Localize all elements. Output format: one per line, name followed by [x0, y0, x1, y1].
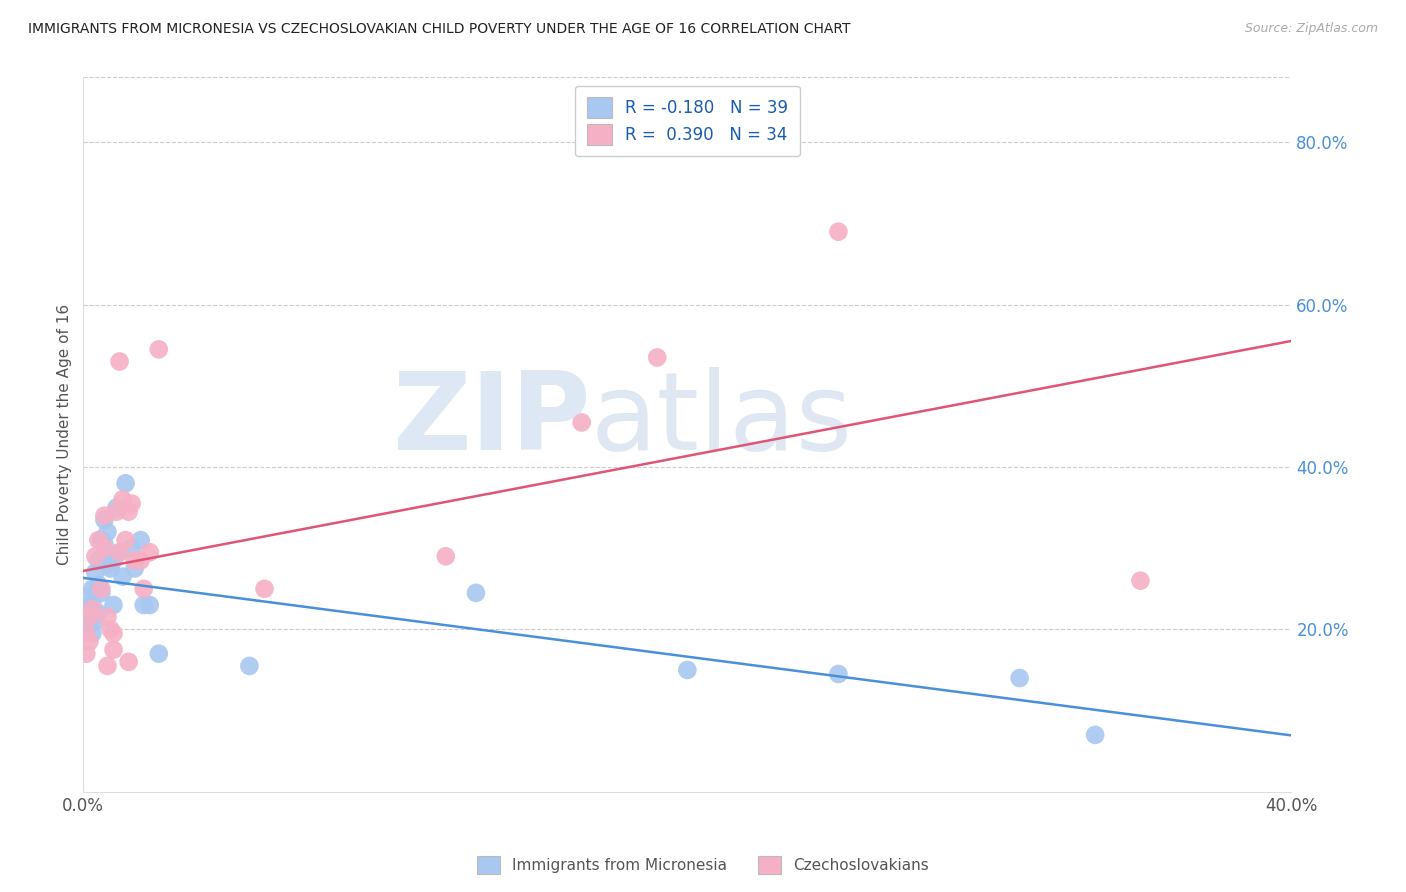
Point	[93, 508, 115, 523]
Text: IMMIGRANTS FROM MICRONESIA VS CZECHOSLOVAKIAN CHILD POVERTY UNDER THE AGE OF 16 : IMMIGRANTS FROM MICRONESIA VS CZECHOSLOV…	[28, 22, 851, 37]
Point	[111, 492, 134, 507]
Point	[129, 533, 152, 547]
Point	[571, 416, 593, 430]
Point	[238, 659, 260, 673]
Point	[103, 642, 125, 657]
Point	[827, 667, 849, 681]
Point	[84, 614, 107, 628]
Legend: Immigrants from Micronesia, Czechoslovakians: Immigrants from Micronesia, Czechoslovak…	[471, 850, 935, 880]
Point	[465, 586, 488, 600]
Point	[90, 586, 112, 600]
Point	[93, 541, 115, 556]
Point	[100, 623, 122, 637]
Point	[117, 655, 139, 669]
Point	[124, 561, 146, 575]
Point	[93, 537, 115, 551]
Point	[121, 541, 143, 556]
Point	[87, 606, 110, 620]
Point	[139, 545, 162, 559]
Point	[82, 602, 104, 616]
Point	[96, 659, 118, 673]
Point	[132, 598, 155, 612]
Point	[87, 533, 110, 547]
Point	[108, 545, 131, 559]
Point	[121, 497, 143, 511]
Point	[93, 513, 115, 527]
Point	[90, 582, 112, 596]
Point	[103, 553, 125, 567]
Point	[75, 626, 97, 640]
Point	[1008, 671, 1031, 685]
Text: ZIP: ZIP	[392, 368, 591, 474]
Point	[75, 610, 97, 624]
Point	[132, 582, 155, 596]
Point	[87, 553, 110, 567]
Point	[434, 549, 457, 564]
Point	[148, 647, 170, 661]
Point	[82, 598, 104, 612]
Point	[139, 598, 162, 612]
Point	[108, 354, 131, 368]
Point	[103, 626, 125, 640]
Point	[129, 553, 152, 567]
Point	[96, 524, 118, 539]
Point	[114, 533, 136, 547]
Point	[1084, 728, 1107, 742]
Point	[676, 663, 699, 677]
Point	[90, 533, 112, 547]
Point	[79, 590, 101, 604]
Point	[114, 476, 136, 491]
Point	[75, 623, 97, 637]
Point	[82, 626, 104, 640]
Point	[111, 569, 134, 583]
Point	[79, 618, 101, 632]
Point	[75, 647, 97, 661]
Point	[100, 561, 122, 575]
Point	[645, 351, 668, 365]
Point	[84, 566, 107, 580]
Point	[253, 582, 276, 596]
Point	[96, 610, 118, 624]
Point	[827, 225, 849, 239]
Point	[84, 549, 107, 564]
Point	[75, 602, 97, 616]
Point	[79, 606, 101, 620]
Text: Source: ZipAtlas.com: Source: ZipAtlas.com	[1244, 22, 1378, 36]
Point	[96, 558, 118, 572]
Point	[124, 553, 146, 567]
Point	[108, 545, 131, 559]
Point	[87, 578, 110, 592]
Point	[1129, 574, 1152, 588]
Text: atlas: atlas	[591, 368, 852, 474]
Y-axis label: Child Poverty Under the Age of 16: Child Poverty Under the Age of 16	[58, 304, 72, 566]
Point	[103, 598, 125, 612]
Point	[117, 505, 139, 519]
Point	[82, 582, 104, 596]
Point	[105, 500, 128, 515]
Point	[148, 343, 170, 357]
Point	[105, 505, 128, 519]
Point	[79, 610, 101, 624]
Point	[79, 634, 101, 648]
Legend: R = -0.180   N = 39, R =  0.390   N = 34: R = -0.180 N = 39, R = 0.390 N = 34	[575, 86, 800, 156]
